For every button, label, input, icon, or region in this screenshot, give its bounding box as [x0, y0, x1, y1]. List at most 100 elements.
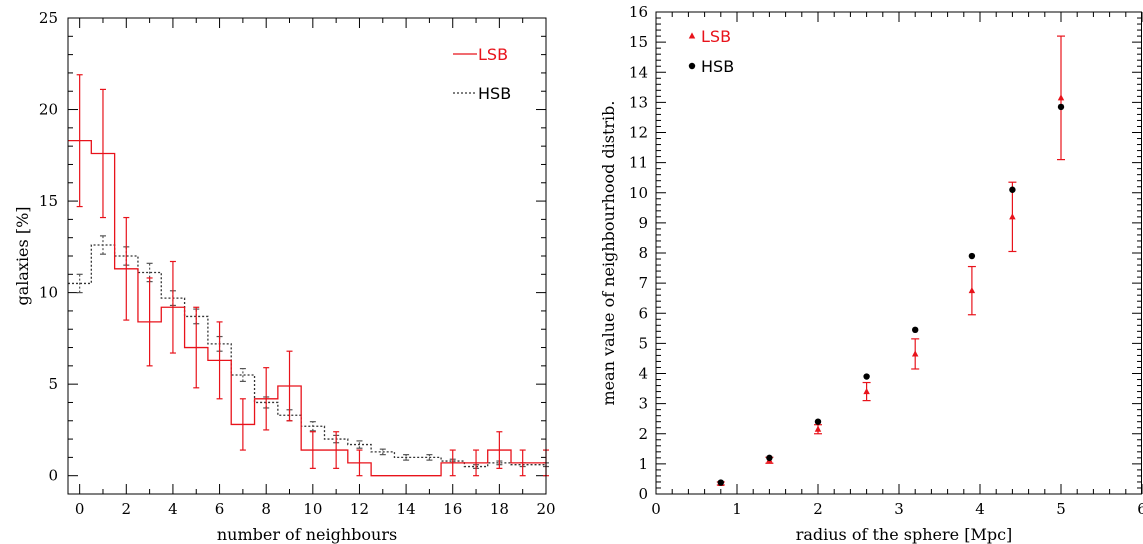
right-plot-frame: [655, 11, 1142, 495]
left-hsb-step-line: [68, 244, 546, 468]
left-y-tick-label: 15: [39, 192, 58, 210]
right-x-tick-label: 3: [894, 500, 904, 518]
left-hsb-error-bar: [426, 454, 433, 461]
left-lsb-error-bar: [496, 431, 503, 469]
left-legend-lsb-label: LSB: [478, 45, 508, 64]
left-lsb-error-bar: [356, 449, 363, 477]
left-x-tick-label: 8: [261, 500, 271, 518]
right-legend-hsb-label: HSB: [701, 57, 734, 76]
right-lsb-point: [1057, 35, 1065, 161]
left-hsb-error-bar: [403, 454, 410, 461]
left-hsb-error-bar: [99, 235, 106, 255]
left-legend: LSB HSB: [453, 45, 511, 103]
left-x-tick-label: 16: [443, 500, 462, 518]
right-legend-lsb-marker: [688, 32, 696, 39]
left-y-axis-label: galaxies [%]: [13, 206, 32, 305]
right-legend-lsb-label: LSB: [701, 27, 731, 46]
right-hsb-marker: [814, 418, 822, 425]
right-hsb-series: [717, 103, 1065, 486]
right-y-tick-label: 14: [629, 63, 648, 81]
left-y-tick-label: 20: [39, 101, 58, 119]
right-legend: LSB HSB: [688, 27, 734, 76]
left-lsb-error-bar: [309, 431, 316, 469]
left-lsb-error-bar: [473, 449, 480, 477]
left-lsb-error-bar: [146, 277, 153, 367]
left-lsb-error-bar: [239, 398, 246, 451]
right-hsb-marker: [717, 479, 724, 486]
left-y-tick-label: 5: [48, 375, 58, 393]
right-y-tick-label: 7: [638, 274, 648, 292]
left-y-tick-label: 10: [39, 284, 58, 302]
right-y-tick-label: 10: [629, 184, 648, 202]
left-lsb-error-bar: [216, 321, 223, 400]
left-x-tick-label: 4: [168, 500, 178, 518]
right-lsb-marker: [1057, 94, 1065, 101]
right-y-tick-label: 2: [638, 425, 648, 443]
left-hsb-error-bar: [356, 440, 363, 449]
left-tick-labels: 0 2 4 6 8 10 12 14 16 18 20 0 5 10 15 20 25: [39, 9, 556, 518]
right-hsb-marker: [912, 326, 919, 334]
right-x-tick-label: 0: [651, 500, 661, 518]
left-lsb-error-bar: [263, 367, 270, 431]
left-lsb-error-bar: [286, 350, 293, 422]
right-lsb-point: [967, 265, 976, 316]
right-hsb-marker: [863, 373, 870, 380]
left-lsb-error-bar: [193, 306, 200, 389]
right-hsb-marker: [1009, 186, 1016, 193]
left-lsb-error-bar: [123, 216, 130, 321]
left-x-tick-label: 12: [350, 500, 369, 518]
right-lsb-marker: [1009, 213, 1016, 220]
right-x-tick-label: 2: [813, 500, 823, 518]
left-hsb-error-bar: [379, 448, 386, 456]
left-ticks: [68, 17, 547, 495]
right-lsb-marker: [968, 287, 976, 294]
left-histogram-panel: 0 2 4 6 8 10 12 14 16 18 20 0 5 10 15 20 25 number of ne…: [13, 9, 556, 544]
right-y-tick-label: 11: [629, 154, 648, 172]
right-x-tick-label: 4: [975, 500, 985, 518]
right-y-tick-label: 1: [638, 455, 648, 473]
left-lsb-error-bar: [169, 260, 176, 354]
right-y-axis-label: mean value of neighbourhood distrib.: [599, 100, 618, 405]
right-hsb-marker: [968, 252, 976, 260]
right-y-tick-label: 4: [638, 365, 648, 383]
right-y-tick-label: 15: [629, 33, 648, 51]
left-x-tick-label: 18: [490, 500, 509, 518]
left-hsb-error-bar: [239, 367, 246, 383]
right-lsb-series: [716, 35, 1065, 486]
left-plot-frame: [67, 17, 547, 495]
right-lsb-point: [814, 424, 822, 435]
right-y-tick-label: 16: [629, 3, 648, 21]
right-y-tick-label: 8: [638, 244, 648, 262]
left-lsb-error-bar: [99, 88, 106, 219]
right-hsb-marker: [766, 454, 773, 462]
right-y-tick-label: 5: [638, 334, 648, 352]
left-lsb-step-line: [68, 140, 546, 477]
left-x-tick-label: 2: [122, 500, 132, 518]
right-lsb-point: [911, 338, 920, 370]
right-lsb-marker: [814, 425, 822, 432]
left-lsb-error-bar: [76, 74, 83, 208]
right-y-tick-label: 9: [638, 214, 648, 232]
right-y-tick-label: 3: [638, 395, 648, 413]
left-x-tick-label: 20: [536, 500, 555, 518]
left-lsb-error-bar: [449, 449, 456, 477]
right-x-tick-label: 6: [1137, 500, 1143, 518]
left-y-tick-label: 0: [48, 467, 58, 485]
left-lsb-error-bar: [519, 449, 526, 477]
left-x-tick-label: 6: [215, 500, 225, 518]
right-hsb-marker: [1057, 103, 1065, 111]
left-x-axis-label: number of neighbours: [217, 525, 397, 544]
right-ticks: [655, 11, 1143, 495]
right-x-tick-label: 1: [732, 500, 742, 518]
right-lsb-marker: [911, 350, 919, 357]
left-x-tick-label: 0: [75, 500, 85, 518]
left-legend-hsb-label: HSB: [478, 84, 511, 103]
left-x-tick-label: 10: [303, 500, 322, 518]
left-hsb-error-bar: [76, 273, 83, 294]
right-y-tick-label: 6: [638, 304, 648, 322]
left-x-tick-label: 14: [397, 500, 416, 518]
right-lsb-marker: [863, 387, 870, 395]
right-lsb-point: [862, 381, 871, 402]
